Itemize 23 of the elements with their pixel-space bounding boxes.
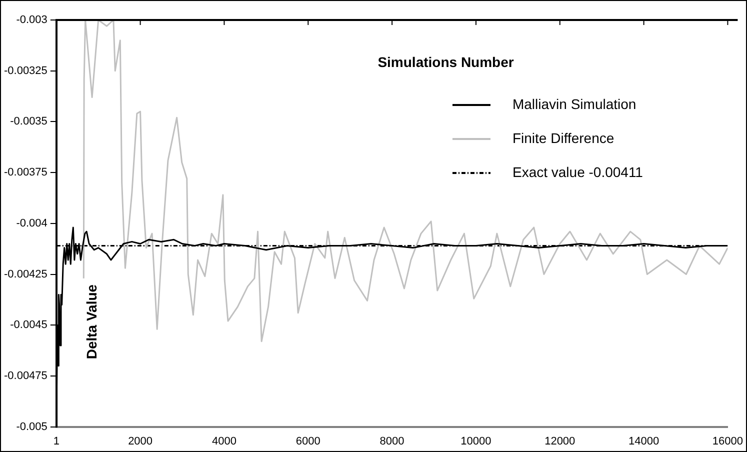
x-tick-label: 4000 xyxy=(212,435,236,448)
y-tick-label: -0.00475 xyxy=(4,370,48,382)
x-tick-label: 8000 xyxy=(380,435,404,448)
legend-label: Finite Difference xyxy=(512,130,614,146)
y-tick-label: -0.0045 xyxy=(10,319,48,332)
x-tick-label: 1 xyxy=(53,435,60,448)
y-tick-label: -0.0035 xyxy=(10,116,48,128)
y-tick-label: -0.00375 xyxy=(4,166,48,179)
legend-label: Exact value -0.00411 xyxy=(512,164,644,180)
y-axis-title: Delta Value xyxy=(83,284,100,360)
y-tick-label: -0.00425 xyxy=(4,268,48,280)
x-tick-label: 16000 xyxy=(712,435,744,448)
y-tick-label: -0.00325 xyxy=(4,64,48,77)
x-tick-label: 10000 xyxy=(460,435,492,448)
y-tick-label: -0.005 xyxy=(16,420,48,433)
x-tick-label: 14000 xyxy=(628,435,660,448)
legend-label: Malliavin Simulation xyxy=(512,96,636,112)
x-tick-label: 12000 xyxy=(544,435,576,448)
x-tick-label: 6000 xyxy=(296,435,320,448)
y-tick-label: -0.004 xyxy=(16,217,48,230)
x-tick-label: 2000 xyxy=(128,435,153,448)
x-axis-title: Simulations Number xyxy=(378,54,514,70)
y-tick-label: -0.003 xyxy=(16,14,48,26)
